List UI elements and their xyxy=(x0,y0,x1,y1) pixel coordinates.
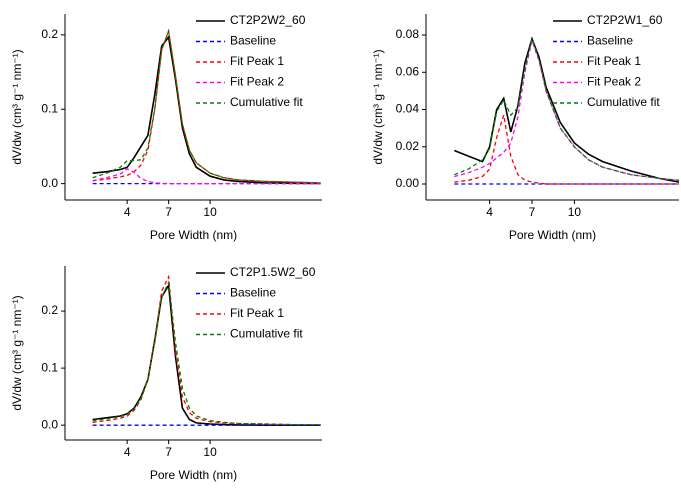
series-line xyxy=(92,282,321,426)
y-axis-label: dV/dw (cm³ g⁻¹ nm⁻¹) xyxy=(371,49,385,164)
y-tick-label: 0.2 xyxy=(41,303,58,317)
legend-label: CT2P2W1_60 xyxy=(587,13,663,27)
legend-label: Fit Peak 1 xyxy=(587,54,641,68)
y-tick-label: 0.2 xyxy=(41,27,58,41)
series-line xyxy=(92,28,321,184)
legend-label: Cumulative fit xyxy=(587,95,660,109)
series-line xyxy=(92,28,321,184)
legend-label: Baseline xyxy=(230,286,276,300)
y-tick-label: 0.04 xyxy=(396,102,420,116)
legend-label: CT2P2W2_60 xyxy=(230,13,306,27)
y-axis-label: dV/dw (cm³ g⁻¹ nm⁻¹) xyxy=(10,49,24,164)
x-tick-label: 7 xyxy=(529,205,536,219)
x-axis-label: Pore Width (nm) xyxy=(150,228,237,242)
y-tick-label: 0.1 xyxy=(41,360,58,374)
legend-label: Baseline xyxy=(587,34,633,48)
legend-label: Cumulative fit xyxy=(230,95,303,109)
x-tick-label: 10 xyxy=(568,205,582,219)
series-line xyxy=(92,35,321,185)
legend-label: Fit Peak 2 xyxy=(587,75,641,89)
series-line xyxy=(454,38,680,181)
x-tick-label: 4 xyxy=(486,205,493,219)
y-tick-label: 0.00 xyxy=(396,176,420,190)
legend-label: Fit Peak 1 xyxy=(230,306,284,320)
x-tick-label: 7 xyxy=(165,445,172,459)
series-line xyxy=(454,36,680,183)
series-line xyxy=(92,280,321,426)
series-line xyxy=(454,36,680,181)
y-tick-label: 0.1 xyxy=(41,101,58,115)
x-axis-label: Pore Width (nm) xyxy=(509,228,596,242)
y-tick-label: 0.08 xyxy=(396,27,420,41)
y-axis-label: dV/dw (cm³ g⁻¹ nm⁻¹) xyxy=(10,295,24,410)
y-tick-label: 0.02 xyxy=(396,139,420,153)
x-tick-label: 10 xyxy=(203,205,217,219)
x-tick-label: 7 xyxy=(165,205,172,219)
legend-label: Fit Peak 1 xyxy=(230,54,284,68)
x-axis-label: Pore Width (nm) xyxy=(150,468,237,482)
legend-label: CT2P1.5W2_60 xyxy=(230,265,316,279)
y-tick-label: 0.06 xyxy=(396,64,420,78)
x-tick-label: 4 xyxy=(124,445,131,459)
x-tick-label: 10 xyxy=(203,445,217,459)
legend-label: Fit Peak 2 xyxy=(230,75,284,89)
y-tick-label: 0.0 xyxy=(41,417,58,431)
series-line xyxy=(92,274,321,426)
series-line xyxy=(92,168,321,185)
x-tick-label: 4 xyxy=(124,205,131,219)
legend-label: Cumulative fit xyxy=(230,327,303,341)
legend-label: Baseline xyxy=(230,34,276,48)
y-tick-label: 0.0 xyxy=(41,176,58,190)
